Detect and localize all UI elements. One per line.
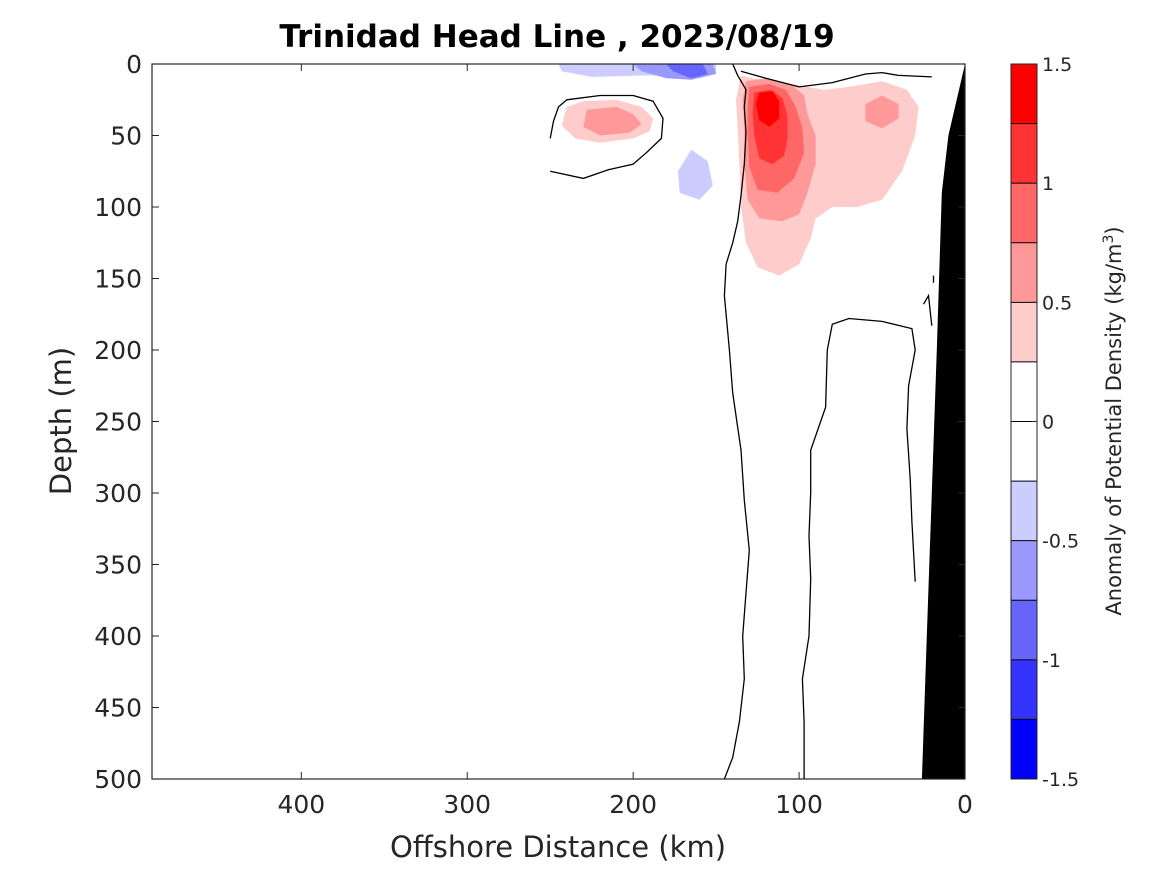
x-axis-label: Offshore Distance (km) bbox=[390, 830, 726, 864]
x-tick-label: 300 bbox=[443, 790, 491, 819]
colorbar-segment bbox=[1011, 64, 1037, 124]
colorbar-tick-label: 1 bbox=[1042, 173, 1054, 195]
x-axis-ticks: 400 300 200 100 0 bbox=[277, 64, 973, 819]
anomaly-region bbox=[666, 64, 708, 79]
colorbar-label: Anomaly of Potential Density (kg/m3) bbox=[1101, 226, 1126, 615]
colorbar-label-main: Anomaly of Potential Density (kg/m bbox=[1102, 244, 1126, 616]
colorbar-segment bbox=[1011, 600, 1037, 660]
colorbar-segment bbox=[1011, 361, 1037, 422]
x-tick-label: 200 bbox=[609, 790, 657, 819]
y-tick-label: 50 bbox=[110, 122, 142, 151]
y-tick-label: 350 bbox=[94, 551, 142, 580]
y-axis-label: Depth (m) bbox=[44, 347, 78, 495]
chart-title: Trinidad Head Line , 2023/08/19 bbox=[279, 19, 834, 55]
zero-contour-lines bbox=[549, 63, 935, 780]
anomaly-region bbox=[865, 95, 899, 129]
colorbar-segment bbox=[1011, 302, 1037, 362]
colorbar-tick-label: -0.5 bbox=[1042, 531, 1079, 553]
colorbar-tick-label: 0.5 bbox=[1042, 292, 1072, 314]
anomaly-region bbox=[550, 195, 564, 258]
y-tick-label: 250 bbox=[94, 408, 142, 437]
colorbar-segment bbox=[1011, 123, 1037, 184]
contour-line bbox=[922, 293, 933, 326]
anomaly-region bbox=[678, 149, 713, 200]
plot-area bbox=[151, 63, 966, 780]
colorbar-segment bbox=[1011, 183, 1037, 243]
x-tick-label: 0 bbox=[957, 790, 973, 819]
y-axis-ticks: 0 50 100 150 200 250 300 350 400 450 500 bbox=[94, 50, 965, 794]
contour-line bbox=[740, 70, 932, 88]
y-tick-label: 200 bbox=[94, 336, 142, 365]
colorbar-segment bbox=[1011, 719, 1037, 779]
colorbar-segment bbox=[1011, 242, 1037, 303]
colorbar-segment bbox=[1011, 481, 1037, 541]
y-tick-label: 300 bbox=[94, 479, 142, 508]
contour-line bbox=[723, 63, 750, 780]
colorbar-label-sup: 3 bbox=[1101, 235, 1117, 244]
y-tick-label: 400 bbox=[94, 622, 142, 651]
colorbar-tick-label: -1 bbox=[1042, 650, 1061, 672]
colorbar-tick-label: 1.5 bbox=[1042, 54, 1072, 76]
colorbar-tick-label: 0 bbox=[1042, 412, 1054, 434]
colorbar: 1.5 1 0.5 0 -0.5 -1 -1.5 bbox=[1010, 54, 1079, 791]
anomaly-region bbox=[755, 91, 780, 127]
contour-line bbox=[801, 317, 916, 779]
colorbar-segment bbox=[1011, 421, 1037, 482]
colorbar-segment bbox=[1011, 659, 1037, 720]
anomaly-region bbox=[624, 114, 741, 236]
colorbar-tick-label: -1.5 bbox=[1042, 769, 1079, 791]
anomaly-region bbox=[583, 106, 642, 136]
x-tick-label: 400 bbox=[277, 790, 325, 819]
y-tick-label: 100 bbox=[94, 193, 142, 222]
density-anomaly-regions bbox=[550, 64, 919, 276]
y-tick-label: 500 bbox=[94, 765, 142, 794]
anomaly-region bbox=[815, 64, 846, 77]
y-tick-label: 0 bbox=[126, 50, 142, 79]
contour-line bbox=[549, 94, 664, 180]
y-tick-label: 450 bbox=[94, 694, 142, 723]
bathymetry-shape bbox=[921, 64, 965, 779]
colorbar-segment bbox=[1011, 540, 1037, 601]
y-tick-label: 150 bbox=[94, 265, 142, 294]
colorbar-label-end: ) bbox=[1102, 226, 1126, 234]
x-tick-label: 100 bbox=[775, 790, 823, 819]
